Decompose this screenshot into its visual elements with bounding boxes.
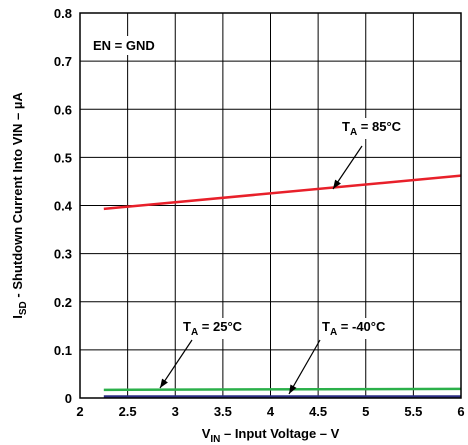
t25-arrowhead — [160, 378, 168, 388]
t85-label-sub: A — [350, 127, 357, 138]
plot-frame — [79, 12, 462, 399]
y-axis-label-rest: - Shutdown Current Into VIN – µA — [10, 92, 25, 302]
x-axis-label-sub: IN — [210, 434, 220, 445]
y-tick-label: 0.1 — [54, 343, 72, 358]
x-tick-label: 3.5 — [214, 404, 232, 419]
x-tick-label: 5.5 — [404, 404, 422, 419]
x-tick-label: 2 — [76, 404, 83, 419]
y-tick-label: 0.6 — [54, 102, 72, 117]
x-tick-label: 2.5 — [119, 404, 137, 419]
y-tick-label: 0.4 — [54, 199, 73, 214]
t25-label-rest: = 25°C — [198, 319, 242, 334]
x-tick-label: 5 — [362, 404, 369, 419]
tm40-label: TA = -40°C — [322, 319, 386, 338]
x-tick-label: 4.5 — [309, 404, 327, 419]
t25-label-sub: A — [191, 327, 198, 338]
tm40-label-rest: = -40°C — [337, 319, 386, 334]
t85-label: TA = 85°C — [342, 119, 402, 138]
condition-label: EN = GND — [93, 38, 155, 53]
x-tick-label: 3 — [172, 404, 179, 419]
y-axis-label: ISD - Shutdown Current Into VIN – µA — [10, 92, 29, 319]
y-tick-label: 0.7 — [54, 54, 72, 69]
x-axis-label-main: V — [202, 426, 211, 441]
y-tick-label: 0.3 — [54, 247, 72, 262]
tm40-arrow — [288, 339, 321, 395]
x-tick-label: 4 — [267, 404, 275, 419]
y-axis-label-sub: SD — [18, 301, 29, 315]
tm40-arrowhead — [289, 384, 297, 394]
t25-label-box — [180, 318, 246, 339]
tick-labels: 2 2.5 3 3.5 4 4.5 5 5.5 6 0 0.1 0.2 0.3 0.4 0.5 0.6 0.7 0… — [54, 6, 465, 419]
x-tick-label: 6 — [457, 404, 464, 419]
y-tick-label: 0 — [65, 391, 72, 406]
series-line-t25 — [103, 387, 462, 392]
t85-label-box — [339, 118, 405, 139]
y-tick-label: 0.8 — [54, 6, 72, 21]
t85-arrowhead — [333, 179, 341, 189]
condition-box — [89, 36, 159, 55]
x-axis-label: VIN – Input Voltage – V — [202, 426, 340, 445]
t85-label-rest: = 85°C — [357, 119, 401, 134]
t25-label-main: T — [183, 319, 191, 334]
tm40-label-sub: A — [330, 327, 337, 338]
series-line-t85 — [103, 174, 462, 211]
t85-label-main: T — [342, 119, 350, 134]
y-tick-label: 0.5 — [54, 150, 72, 165]
tm40-label-box — [319, 318, 389, 339]
x-axis-label-rest: – Input Voltage – V — [220, 426, 339, 441]
t25-label: TA = 25°C — [183, 319, 243, 338]
y-tick-label: 0.2 — [54, 295, 72, 310]
annotations: EN = GND TA = 85°C TA = 25°C TA = -40°C — [89, 36, 405, 395]
t25-arrow — [159, 339, 193, 389]
tm40-label-main: T — [322, 319, 330, 334]
series-lines — [103, 174, 462, 398]
y-axis-label-main: I — [10, 315, 25, 319]
